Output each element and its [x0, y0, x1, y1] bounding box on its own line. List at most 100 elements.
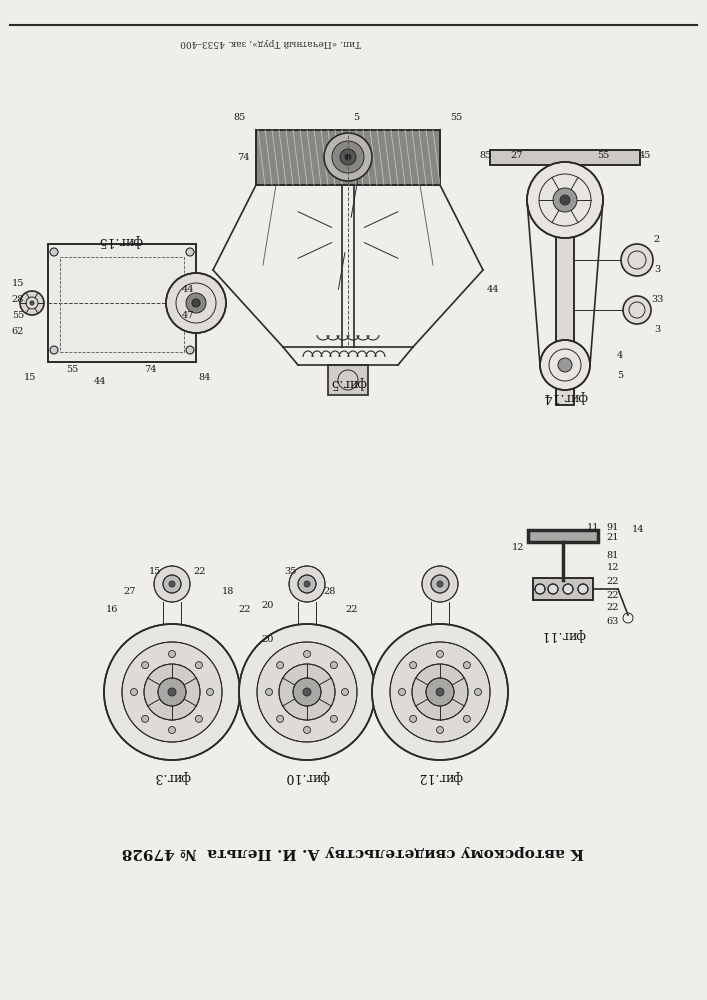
Text: фиг.3: фиг.3: [153, 770, 190, 784]
Text: 12: 12: [512, 544, 525, 552]
Bar: [490, 150, 640, 165]
Bar: [533, 578, 593, 600]
Circle shape: [463, 715, 470, 722]
Circle shape: [276, 662, 284, 669]
Circle shape: [195, 662, 202, 669]
Bar: [60, 257, 184, 352]
Text: 11: 11: [587, 524, 600, 532]
Text: фиг.12: фиг.12: [418, 770, 462, 784]
Circle shape: [426, 678, 454, 706]
Text: фиг.14: фиг.14: [543, 390, 588, 403]
Circle shape: [422, 566, 458, 602]
Circle shape: [186, 346, 194, 354]
Text: 45: 45: [639, 150, 651, 159]
Text: 27: 27: [124, 587, 136, 596]
Circle shape: [20, 291, 44, 315]
Text: 22: 22: [346, 605, 358, 614]
Polygon shape: [256, 130, 440, 185]
Circle shape: [50, 248, 58, 256]
Circle shape: [324, 133, 372, 181]
Circle shape: [578, 584, 588, 594]
Text: 63: 63: [607, 617, 619, 626]
Circle shape: [141, 662, 148, 669]
Circle shape: [535, 584, 545, 594]
Circle shape: [166, 273, 226, 333]
Circle shape: [330, 715, 337, 722]
Circle shape: [540, 340, 590, 390]
Bar: [528, 530, 598, 542]
Text: 2: 2: [654, 235, 660, 244]
Text: 44: 44: [182, 286, 194, 294]
Text: 91: 91: [607, 524, 619, 532]
Text: К авторскому свидетельству А. И. Пельта  № 47928: К авторскому свидетельству А. И. Пельта …: [122, 845, 584, 859]
Circle shape: [436, 650, 443, 658]
Text: 14: 14: [632, 526, 644, 534]
Circle shape: [289, 566, 325, 602]
Circle shape: [195, 715, 202, 722]
Text: 20: 20: [262, 600, 274, 609]
Circle shape: [431, 575, 449, 593]
Circle shape: [340, 149, 356, 165]
Circle shape: [266, 688, 272, 696]
Circle shape: [563, 584, 573, 594]
Text: 22: 22: [194, 568, 206, 576]
Text: 15: 15: [148, 568, 161, 576]
Text: 5: 5: [353, 113, 359, 122]
Text: 22: 22: [239, 605, 251, 614]
Circle shape: [548, 584, 558, 594]
Text: 22: 22: [607, 578, 619, 586]
Text: 55: 55: [450, 113, 462, 122]
Circle shape: [372, 624, 508, 760]
Circle shape: [436, 688, 444, 696]
Circle shape: [30, 301, 34, 305]
Circle shape: [163, 575, 181, 593]
Circle shape: [621, 244, 653, 276]
Text: 55: 55: [12, 310, 24, 320]
Circle shape: [474, 688, 481, 696]
Text: 55: 55: [66, 365, 78, 374]
Circle shape: [409, 715, 416, 722]
Circle shape: [104, 624, 240, 760]
Circle shape: [169, 581, 175, 587]
Circle shape: [527, 162, 603, 238]
Text: 84: 84: [199, 373, 211, 382]
Circle shape: [560, 195, 570, 205]
Circle shape: [298, 575, 316, 593]
Circle shape: [553, 188, 577, 212]
Text: 74: 74: [237, 153, 250, 162]
Bar: [48, 244, 196, 362]
Text: 27: 27: [510, 150, 523, 159]
Text: 55: 55: [597, 150, 609, 159]
Text: 15: 15: [24, 373, 36, 382]
Circle shape: [345, 154, 351, 160]
Circle shape: [437, 581, 443, 587]
Text: 18: 18: [222, 587, 234, 596]
Text: фиг.5: фиг.5: [329, 376, 366, 389]
Text: фиг.11: фиг.11: [541, 629, 585, 642]
Circle shape: [390, 642, 490, 742]
Text: 16: 16: [106, 605, 118, 614]
Text: 81: 81: [607, 550, 619, 560]
Text: фиг.15: фиг.15: [98, 233, 142, 246]
Text: 20: 20: [262, 636, 274, 645]
Circle shape: [436, 726, 443, 734]
Circle shape: [341, 688, 349, 696]
Circle shape: [192, 299, 200, 307]
Bar: [328, 365, 368, 395]
Circle shape: [558, 358, 572, 372]
Bar: [48, 244, 196, 362]
Bar: [528, 530, 598, 542]
Bar: [533, 578, 593, 600]
Text: 15: 15: [12, 278, 24, 288]
Circle shape: [409, 662, 416, 669]
Circle shape: [303, 688, 311, 696]
Circle shape: [332, 141, 364, 173]
Circle shape: [399, 688, 406, 696]
Circle shape: [168, 726, 175, 734]
Text: 44: 44: [486, 286, 499, 294]
Text: 28: 28: [12, 296, 24, 304]
Text: 5: 5: [617, 370, 623, 379]
Text: 62: 62: [12, 328, 24, 336]
Bar: [556, 155, 574, 405]
Circle shape: [186, 248, 194, 256]
